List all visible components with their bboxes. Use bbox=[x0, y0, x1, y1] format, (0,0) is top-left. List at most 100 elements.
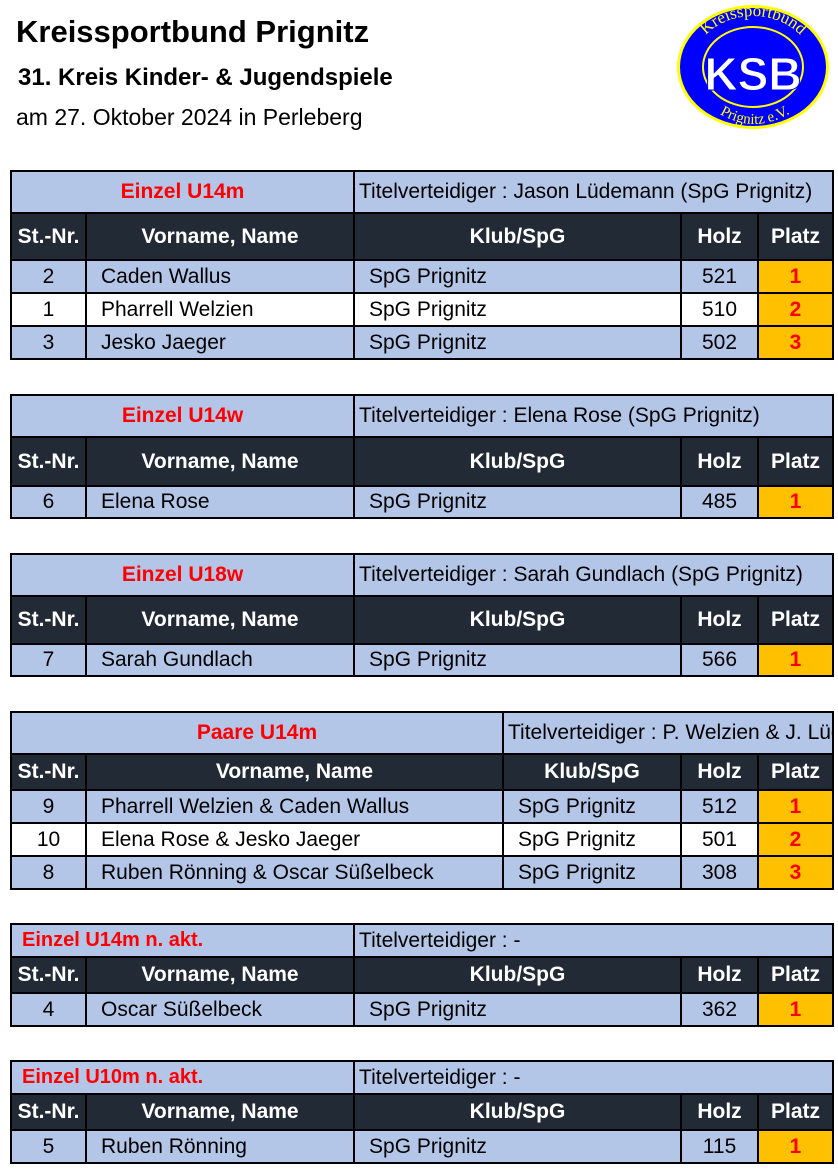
place-cell: 1 bbox=[757, 992, 835, 1027]
club-cell: SpG Prignitz bbox=[502, 855, 682, 890]
column-header: Klub/SpG bbox=[353, 212, 682, 261]
title-defender: Titelverteidiger : Jason Lüdemann (SpG P… bbox=[352, 170, 835, 214]
column-header: Holz bbox=[680, 436, 760, 487]
name-cell: Caden Wallus bbox=[85, 259, 355, 294]
place-cell: 1 bbox=[756, 259, 835, 294]
club-cell: SpG Prignitz bbox=[353, 1129, 683, 1164]
name-cell: Elena Rose & Jesko Jaeger bbox=[85, 822, 504, 857]
table-row: 10 Elena Rose & Jesko Jaeger SpG Prignitz 5… bbox=[10, 822, 835, 857]
place-cell: 2 bbox=[756, 822, 835, 857]
column-header: Klub/SpG bbox=[353, 1093, 683, 1131]
results-table-0: Einzel U14m Titelverteidiger : Jason Lüde… bbox=[10, 170, 835, 360]
holz-cell: 521 bbox=[680, 259, 759, 294]
column-header: Vorname, Name bbox=[84, 1093, 356, 1131]
start-number-cell: 4 bbox=[10, 992, 87, 1027]
title-defender: Titelverteidiger : - bbox=[353, 923, 835, 958]
club-cell: SpG Prignitz bbox=[353, 643, 683, 677]
place-cell: 1 bbox=[757, 485, 835, 519]
name-cell: Ruben Rönning & Oscar Süßelbeck bbox=[85, 855, 504, 890]
holz-cell: 115 bbox=[680, 1129, 760, 1164]
title-defender: Titelverteidiger : Sarah Gundlach (SpG P… bbox=[353, 553, 835, 597]
holz-cell: 512 bbox=[680, 789, 759, 824]
section-title: Einzel U18w bbox=[9, 553, 356, 597]
column-header: Platz bbox=[757, 436, 835, 487]
start-number-cell: 8 bbox=[10, 855, 87, 890]
table-row: 2 Caden Wallus SpG Prignitz 521 1 bbox=[10, 259, 835, 294]
club-cell: SpG Prignitz bbox=[502, 789, 682, 824]
column-header: St.-Nr. bbox=[10, 956, 87, 994]
column-header: St.-Nr. bbox=[10, 436, 87, 487]
section-title: Paare U14m bbox=[10, 711, 504, 755]
start-number-cell: 1 bbox=[10, 292, 87, 327]
column-header: Vorname, Name bbox=[84, 595, 356, 645]
column-header: Platz bbox=[757, 595, 835, 645]
title-defender: Titelverteidiger : - bbox=[353, 1060, 835, 1095]
table-row: 9 Pharrell Welzien & Caden Wallus SpG Prig… bbox=[10, 789, 835, 824]
place-cell: 3 bbox=[756, 325, 835, 360]
name-cell: Oscar Süßelbeck bbox=[84, 992, 356, 1027]
column-header: Holz bbox=[680, 1093, 760, 1131]
results-table-5: Einzel U10m n. akt. Titelverteidiger : - S… bbox=[9, 1060, 835, 1164]
column-header: Klub/SpG bbox=[502, 753, 682, 791]
column-header: St.-Nr. bbox=[10, 753, 87, 791]
start-number-cell: 3 bbox=[10, 325, 87, 360]
column-header: Platz bbox=[757, 1093, 835, 1131]
column-header: Vorname, Name bbox=[84, 956, 356, 994]
start-number-cell: 9 bbox=[10, 789, 87, 824]
start-number-cell: 5 bbox=[10, 1129, 87, 1164]
column-header: Holz bbox=[680, 956, 760, 994]
section-title: Einzel U14w bbox=[9, 394, 356, 438]
column-header: St.-Nr. bbox=[10, 595, 87, 645]
place-cell: 1 bbox=[757, 1129, 835, 1164]
org-title: Kreissportbund Prignitz bbox=[16, 14, 370, 49]
holz-cell: 510 bbox=[680, 292, 759, 327]
start-number-cell: 10 bbox=[10, 822, 87, 857]
holz-cell: 308 bbox=[680, 855, 759, 890]
name-cell: Elena Rose bbox=[84, 485, 356, 519]
column-header: Platz bbox=[756, 212, 835, 261]
club-cell: SpG Prignitz bbox=[353, 292, 682, 327]
svg-text:KSB: KSB bbox=[704, 48, 801, 100]
name-cell: Pharrell Welzien & Caden Wallus bbox=[85, 789, 504, 824]
column-header: Klub/SpG bbox=[353, 956, 683, 994]
table-row: 7 Sarah Gundlach SpG Prignitz 566 1 bbox=[10, 643, 835, 677]
column-header: Vorname, Name bbox=[85, 753, 504, 791]
section-title: Einzel U14m bbox=[10, 170, 355, 214]
column-header: Klub/SpG bbox=[353, 595, 683, 645]
holz-cell: 362 bbox=[680, 992, 760, 1027]
results-table-1: Einzel U14w Titelverteidiger : Elena Rose… bbox=[9, 394, 835, 519]
club-cell: SpG Prignitz bbox=[353, 259, 682, 294]
holz-cell: 502 bbox=[680, 325, 759, 360]
club-cell: SpG Prignitz bbox=[353, 325, 682, 360]
results-table-2: Einzel U18w Titelverteidiger : Sarah Gund… bbox=[9, 553, 835, 677]
name-cell: Ruben Rönning bbox=[84, 1129, 356, 1164]
start-number-cell: 2 bbox=[10, 259, 87, 294]
table-row: 5 Ruben Rönning SpG Prignitz 115 1 bbox=[10, 1129, 835, 1164]
column-header: Platz bbox=[757, 956, 835, 994]
section-title: Einzel U14m n. akt. bbox=[9, 923, 356, 958]
title-defender: Titelverteidiger : Elena Rose (SpG Prign… bbox=[353, 394, 835, 438]
column-header: Holz bbox=[680, 595, 760, 645]
title-defender: Titelverteidiger : P. Welzien & J. Lüdem… bbox=[501, 711, 835, 755]
club-cell: SpG Prignitz bbox=[353, 485, 683, 519]
column-header: Vorname, Name bbox=[84, 436, 356, 487]
name-cell: Sarah Gundlach bbox=[84, 643, 356, 677]
column-header: St.-Nr. bbox=[10, 212, 87, 261]
results-table-4: Einzel U14m n. akt. Titelverteidiger : - S… bbox=[9, 923, 835, 1027]
table-row: 8 Ruben Rönning & Oscar Süßelbeck SpG Prig… bbox=[10, 855, 835, 890]
event-date-place: am 27. Oktober 2024 in Perleberg bbox=[16, 104, 363, 130]
column-header: St.-Nr. bbox=[10, 1093, 87, 1131]
name-cell: Pharrell Welzien bbox=[85, 292, 355, 327]
table-row: 6 Elena Rose SpG Prignitz 485 1 bbox=[10, 485, 835, 519]
section-title: Einzel U10m n. akt. bbox=[9, 1060, 356, 1095]
column-header: Vorname, Name bbox=[85, 212, 355, 261]
place-cell: 3 bbox=[756, 855, 835, 890]
table-row: 4 Oscar Süßelbeck SpG Prignitz 362 1 bbox=[10, 992, 835, 1027]
holz-cell: 485 bbox=[680, 485, 760, 519]
event-title: 31. Kreis Kinder- & Jugendspiele bbox=[18, 64, 393, 91]
place-cell: 2 bbox=[756, 292, 835, 327]
club-cell: SpG Prignitz bbox=[502, 822, 682, 857]
table-row: 3 Jesko Jaeger SpG Prignitz 502 3 bbox=[10, 325, 835, 360]
place-cell: 1 bbox=[757, 643, 835, 677]
table-row: 1 Pharrell Welzien SpG Prignitz 510 2 bbox=[10, 292, 835, 327]
